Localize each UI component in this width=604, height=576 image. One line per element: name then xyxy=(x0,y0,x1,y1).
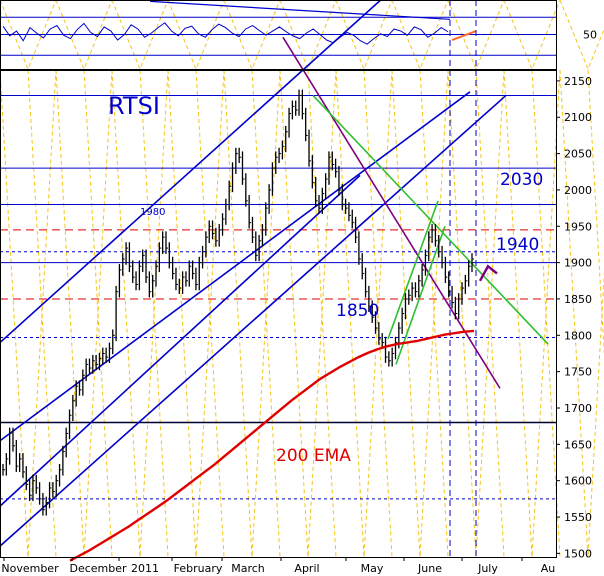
oscillator-frame xyxy=(0,0,557,70)
gann-zigzag xyxy=(335,69,393,558)
channel-line-1 xyxy=(0,0,382,344)
osc-gann-zigzag xyxy=(335,0,393,71)
y-tick-label: 2050 xyxy=(564,148,592,161)
gann-zigzag xyxy=(391,69,449,558)
gann-zigzag xyxy=(0,69,57,558)
channel-line-2 xyxy=(0,91,471,442)
gann-zigzag xyxy=(223,69,281,558)
y-tick-label: 1700 xyxy=(564,402,592,415)
price-frame xyxy=(0,70,557,558)
gann-zigzag xyxy=(27,69,57,558)
oscillator-panel xyxy=(0,0,604,71)
y-tick-label: 1550 xyxy=(564,511,592,524)
y-tick-label: 1800 xyxy=(564,329,592,342)
y-tick-label: 1850 xyxy=(564,293,592,306)
osc-gann-zigzag xyxy=(111,0,169,71)
osc-gann-zigzag xyxy=(55,0,113,71)
y-tick-label: 1950 xyxy=(564,220,592,233)
gann-zigzag xyxy=(475,69,505,558)
ema-line xyxy=(69,329,475,562)
osc-gann-zigzag xyxy=(279,0,337,71)
y-tick-label: 2150 xyxy=(564,75,592,88)
gann-zigzag xyxy=(111,69,169,558)
y-tick-label: 1650 xyxy=(564,438,592,451)
level-1940-label: 1940 xyxy=(496,235,539,255)
x-tick-label: December xyxy=(69,562,127,575)
chart-title: RTSI xyxy=(108,92,160,120)
level-1980-label: 1980 xyxy=(140,207,165,218)
osc-tick-label: 50 xyxy=(583,29,597,42)
gann-zigzag xyxy=(167,69,225,558)
gann-zigzag xyxy=(195,69,225,558)
x-tick-label: November xyxy=(1,562,59,575)
osc-gann-zigzag xyxy=(503,0,561,71)
purple-downtrend xyxy=(282,36,501,389)
osc-gann-zigzag xyxy=(223,0,281,71)
osc-gann-zigzag xyxy=(0,0,57,71)
gann-zigzag xyxy=(447,69,505,558)
gann-zigzag xyxy=(55,69,113,558)
x-tick-label: July xyxy=(477,562,498,575)
level-2030-label: 2030 xyxy=(500,170,543,190)
x-tick-label: May xyxy=(361,562,384,575)
gann-zigzag xyxy=(279,69,337,558)
osc-gann-zigzag xyxy=(447,0,505,71)
x-tick-label: June xyxy=(417,562,442,575)
y-tick-label: 1600 xyxy=(564,475,592,488)
gann-zigzag xyxy=(307,69,337,558)
gann-zigzag xyxy=(251,69,281,558)
y-tick-label: 2100 xyxy=(564,111,592,124)
y-tick-label: 2000 xyxy=(564,184,592,197)
gann-zigzag xyxy=(559,69,604,558)
channel-line-3 xyxy=(0,94,507,547)
oscillator-line xyxy=(2,22,449,45)
osc-gann-zigzag xyxy=(391,0,449,71)
x-tick-label: 2011 xyxy=(131,562,159,575)
x-tick-label: Au xyxy=(541,562,556,575)
x-tick-label: April xyxy=(294,562,319,575)
y-tick-label: 1900 xyxy=(564,257,592,270)
gann-zigzag xyxy=(83,69,113,558)
x-tick-label: March xyxy=(231,562,265,575)
osc-gann-zigzag xyxy=(167,0,225,71)
level-1850-label: 1850 xyxy=(336,301,379,321)
purple-arrow xyxy=(478,264,498,282)
gann-zigzag xyxy=(531,69,561,558)
green-upchannel-2 xyxy=(387,200,439,340)
gann-zigzag xyxy=(363,69,393,558)
x-tick-label: February xyxy=(174,562,223,575)
price-panel xyxy=(0,0,604,562)
channel-line-4 xyxy=(0,174,361,507)
green-upchannel-1 xyxy=(395,226,446,365)
oscillator-short-trend xyxy=(451,30,477,41)
gann-zigzag xyxy=(503,69,561,558)
y-tick-label: 1500 xyxy=(564,547,592,560)
ema-label: 200 EMA xyxy=(276,446,351,466)
gann-zigzag xyxy=(139,69,169,558)
y-tick-label: 1750 xyxy=(564,366,592,379)
osc-gann-zigzag xyxy=(559,0,604,71)
oscillator-trendline xyxy=(149,0,451,20)
gann-zigzag xyxy=(419,69,449,558)
